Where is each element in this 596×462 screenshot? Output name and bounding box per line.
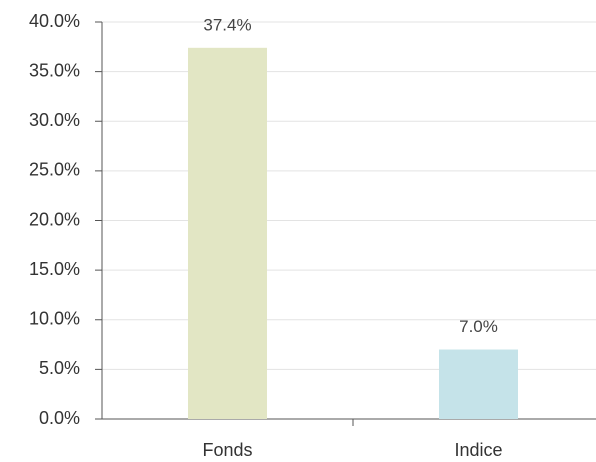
bar <box>439 349 518 419</box>
y-tick-label: 30.0% <box>29 110 80 130</box>
y-tick-label: 0.0% <box>39 408 80 428</box>
y-tick-label: 25.0% <box>29 160 80 180</box>
y-tick-label: 20.0% <box>29 209 80 229</box>
y-tick-label: 5.0% <box>39 358 80 378</box>
x-tick-label: Indice <box>454 440 502 460</box>
y-tick-label: 10.0% <box>29 309 80 329</box>
value-label: 37.4% <box>203 15 251 34</box>
value-label: 7.0% <box>459 317 498 336</box>
y-tick-label: 40.0% <box>29 11 80 31</box>
bar <box>188 47 267 420</box>
y-tick-label: 15.0% <box>29 259 80 279</box>
x-tick-label: Fonds <box>202 440 252 460</box>
y-tick-label: 35.0% <box>29 60 80 80</box>
